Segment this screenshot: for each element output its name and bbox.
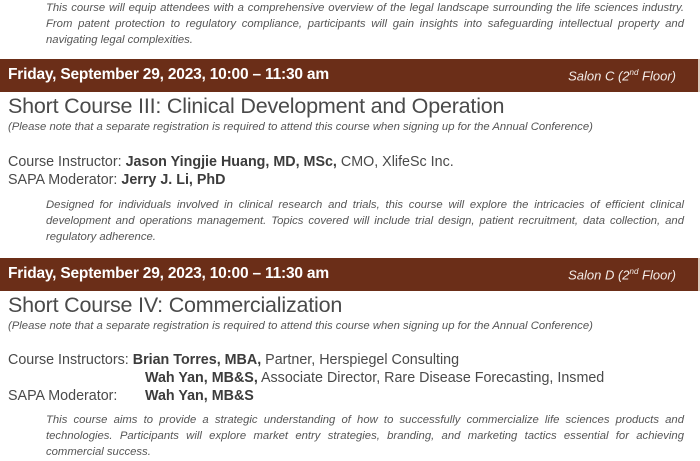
- course-title: Short Course IV: Commercialization: [8, 293, 343, 317]
- instructor-name: Brian Torres, MBA,: [132, 352, 262, 368]
- instructor-name: Wah Yan, MB&S,: [145, 370, 258, 386]
- course-title: Short Course III: Clinical Development a…: [8, 94, 505, 118]
- instructor-line: Wah Yan, MB&S, Associate Director, Rare …: [145, 370, 604, 386]
- instructor-label: Course Instructors:: [8, 352, 133, 368]
- session-room: Salon D (2nd Floor): [568, 267, 676, 282]
- instructor-line: Course Instructor: Jason Yingjie Huang, …: [8, 154, 454, 170]
- intro-description: This course will equip attendees with a …: [46, 2, 684, 46]
- instructor-line: Course Instructors: Brian Torres, MBA, P…: [8, 352, 459, 368]
- instructor-role: Partner, Herspiegel Consulting: [261, 352, 460, 368]
- course-description: This course aims to provide a strategic …: [46, 414, 684, 458]
- moderator-line: SAPA Moderator: Wah Yan, MB&S: [8, 388, 254, 404]
- room-suffix: Floor): [638, 68, 676, 84]
- session-date: Friday, September 29, 2023, 10:00 – 11:3…: [8, 66, 329, 83]
- instructor-label: Course Instructor:: [8, 154, 126, 170]
- moderator-name: Jerry J. Li, PhD: [121, 172, 226, 188]
- room-prefix: Salon C (2: [568, 68, 630, 84]
- room-sup: nd: [629, 68, 639, 77]
- registration-note: (Please note that a separate registratio…: [8, 121, 593, 133]
- session-date: Friday, September 29, 2023, 10:00 – 11:3…: [8, 265, 329, 282]
- instructor-name: Jason Yingjie Huang, MD, MSc,: [125, 154, 337, 170]
- course-description: Designed for individuals involved in cli…: [46, 199, 684, 243]
- instructor-role: Associate Director, Rare Disease Forecas…: [257, 370, 605, 386]
- session-room: Salon C (2nd Floor): [568, 68, 676, 83]
- room-suffix: Floor): [638, 267, 676, 283]
- session-banner: Friday, September 29, 2023, 10:00 – 11:3…: [0, 258, 700, 291]
- registration-note: (Please note that a separate registratio…: [8, 320, 593, 332]
- moderator-line: SAPA Moderator: Jerry J. Li, PhD: [8, 172, 225, 188]
- moderator-label: SAPA Moderator:: [8, 388, 118, 404]
- instructor-role: CMO, XlifeSc Inc.: [336, 154, 454, 170]
- moderator-name: Wah Yan, MB&S: [145, 388, 254, 404]
- session-banner: Friday, September 29, 2023, 10:00 – 11:3…: [0, 59, 700, 92]
- room-prefix: Salon D (2: [568, 267, 630, 283]
- moderator-label: SAPA Moderator:: [8, 172, 122, 188]
- room-sup: nd: [629, 267, 639, 276]
